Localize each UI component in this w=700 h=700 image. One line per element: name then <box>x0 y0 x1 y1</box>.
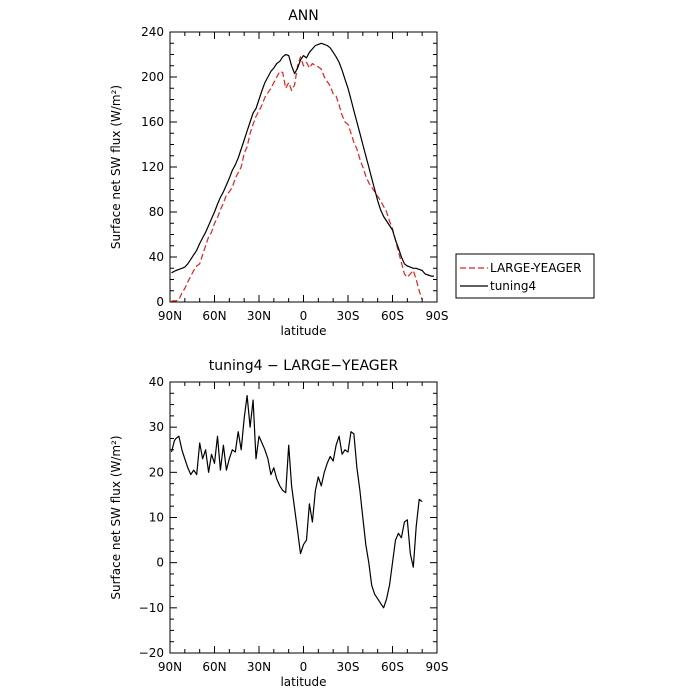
legend-box <box>455 253 595 299</box>
y-tick-label: 200 <box>141 70 164 84</box>
y-tick-label: 40 <box>149 250 164 264</box>
y-tick-label: 20 <box>149 465 164 479</box>
x-tick-label: 30S <box>337 309 360 323</box>
chart-title: tuning4 − LARGE−YEAGER <box>209 358 399 374</box>
x-tick-label: 90S <box>426 309 449 323</box>
y-axis-label: Surface net SW flux (W/m²) <box>109 435 123 599</box>
bottom-chart: 90N 60N 30N 0 30S 60S 90S −20 −10 0 10 20 30 40 tuning… <box>109 358 448 689</box>
y-tick-label: 0 <box>156 556 164 570</box>
legend: LARGE-YEAGER tuning4 <box>455 253 595 299</box>
y-tick-label: 80 <box>149 205 164 219</box>
x-tick-label: 60N <box>202 309 226 323</box>
x-tick-label: 30S <box>337 660 360 674</box>
y-tick-label: 160 <box>141 115 164 129</box>
x-tick-label: 60S <box>381 309 404 323</box>
y-tick-label: 10 <box>149 511 164 525</box>
legend-label: tuning4 <box>490 279 536 293</box>
x-tick-label: 60N <box>202 660 226 674</box>
x-axis-label: latitude <box>280 324 326 338</box>
x-tick-label: 60S <box>381 660 404 674</box>
series-line-large-yeager <box>171 56 423 302</box>
series-line-difference <box>170 395 423 609</box>
x-tick-label: 90N <box>158 660 182 674</box>
y-axis-label: Surface net SW flux (W/m²) <box>109 85 123 249</box>
x-tick-label: 30N <box>247 660 271 674</box>
x-tick-label: 30N <box>247 309 271 323</box>
x-tick-label: 0 <box>300 660 308 674</box>
y-tick-label: 40 <box>149 375 164 389</box>
legend-label: LARGE-YEAGER <box>490 261 581 275</box>
y-tick-label: 120 <box>141 160 164 174</box>
y-tick-label: 240 <box>141 25 164 39</box>
chart-title: ANN <box>288 8 319 24</box>
y-tick-label: −10 <box>139 601 164 615</box>
x-tick-label: 90S <box>426 660 449 674</box>
x-axis-label: latitude <box>280 675 326 689</box>
series-line-tuning4 <box>171 42 434 277</box>
y-tick-label: 0 <box>156 295 164 309</box>
y-tick-label: 30 <box>149 420 164 434</box>
x-tick-label: 0 <box>300 309 308 323</box>
top-chart: 90N 60N 30N 0 30S 60S 90S 0 40 80 120 160 200 240 ANN l… <box>109 8 448 338</box>
y-tick-label: −20 <box>139 646 164 660</box>
x-tick-label: 90N <box>158 309 182 323</box>
